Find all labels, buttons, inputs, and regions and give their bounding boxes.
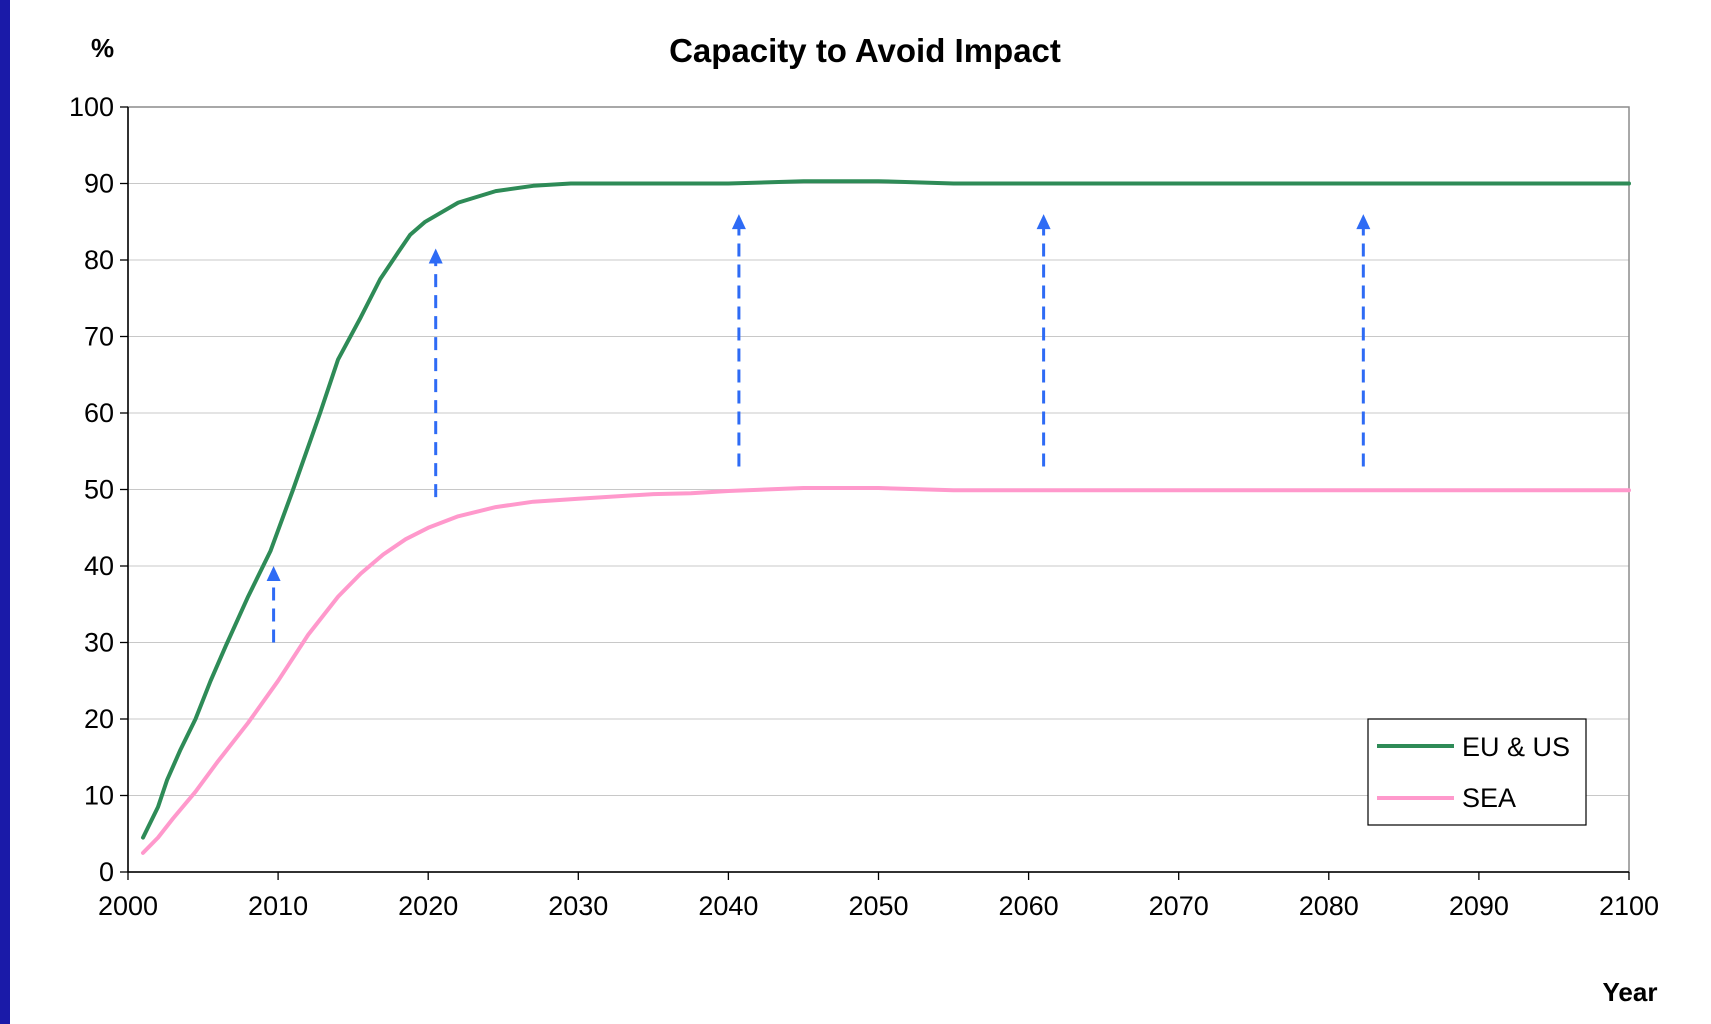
x-tick-label: 2040: [698, 891, 758, 921]
y-tick-label: 50: [84, 475, 114, 505]
x-tick-label: 2060: [999, 891, 1059, 921]
x-tick-label: 2030: [548, 891, 608, 921]
gap-arrow-head: [428, 248, 443, 264]
y-tick-label: 30: [84, 628, 114, 658]
x-tick-label: 2020: [398, 891, 458, 921]
gap-arrow-head: [1356, 214, 1371, 230]
gap-arrow-head: [266, 566, 281, 581]
chart-title: Capacity to Avoid Impact: [669, 32, 1061, 69]
line-chart: % Capacity to Avoid Impact Year 01020304…: [69, 32, 1659, 1007]
legend: EU & US SEA: [1367, 718, 1587, 826]
legend-label-sea: SEA: [1462, 783, 1516, 813]
y-tick-label: 100: [69, 92, 114, 122]
x-tick-label: 2080: [1299, 891, 1359, 921]
y-tick-label: 40: [84, 551, 114, 581]
x-tick-label: 2070: [1149, 891, 1209, 921]
gap-arrow-head: [731, 214, 746, 230]
arrow-layer: [266, 214, 1371, 643]
series-line-0: [141, 179, 1631, 840]
gap-arrow-head: [1036, 214, 1051, 230]
y-tick-label: 0: [99, 857, 114, 887]
chart-frame: % Capacity to Avoid Impact Year 0 10 20 30 4…: [10, 0, 1711, 1024]
y-tick-label: 60: [84, 398, 114, 428]
legend-label-eu-us: EU & US: [1462, 732, 1570, 762]
y-tick-label: 90: [84, 169, 114, 199]
y-tick-label: 10: [84, 781, 114, 811]
series-layer: [141, 179, 1631, 855]
y-axis-unit: %: [91, 33, 114, 63]
series-line-1: [141, 486, 1631, 855]
y-tick-label: 20: [84, 704, 114, 734]
x-tick-label: 2000: [98, 891, 158, 921]
x-tick-label: 2050: [848, 891, 908, 921]
x-tick-label: 2100: [1599, 891, 1659, 921]
x-axis-title: Year: [1603, 977, 1658, 1007]
x-tick-label: 2090: [1449, 891, 1509, 921]
x-tick-label: 2010: [248, 891, 308, 921]
y-tick-label: 80: [84, 245, 114, 275]
legend-box: [1367, 718, 1587, 826]
y-tick-label: 70: [84, 322, 114, 352]
